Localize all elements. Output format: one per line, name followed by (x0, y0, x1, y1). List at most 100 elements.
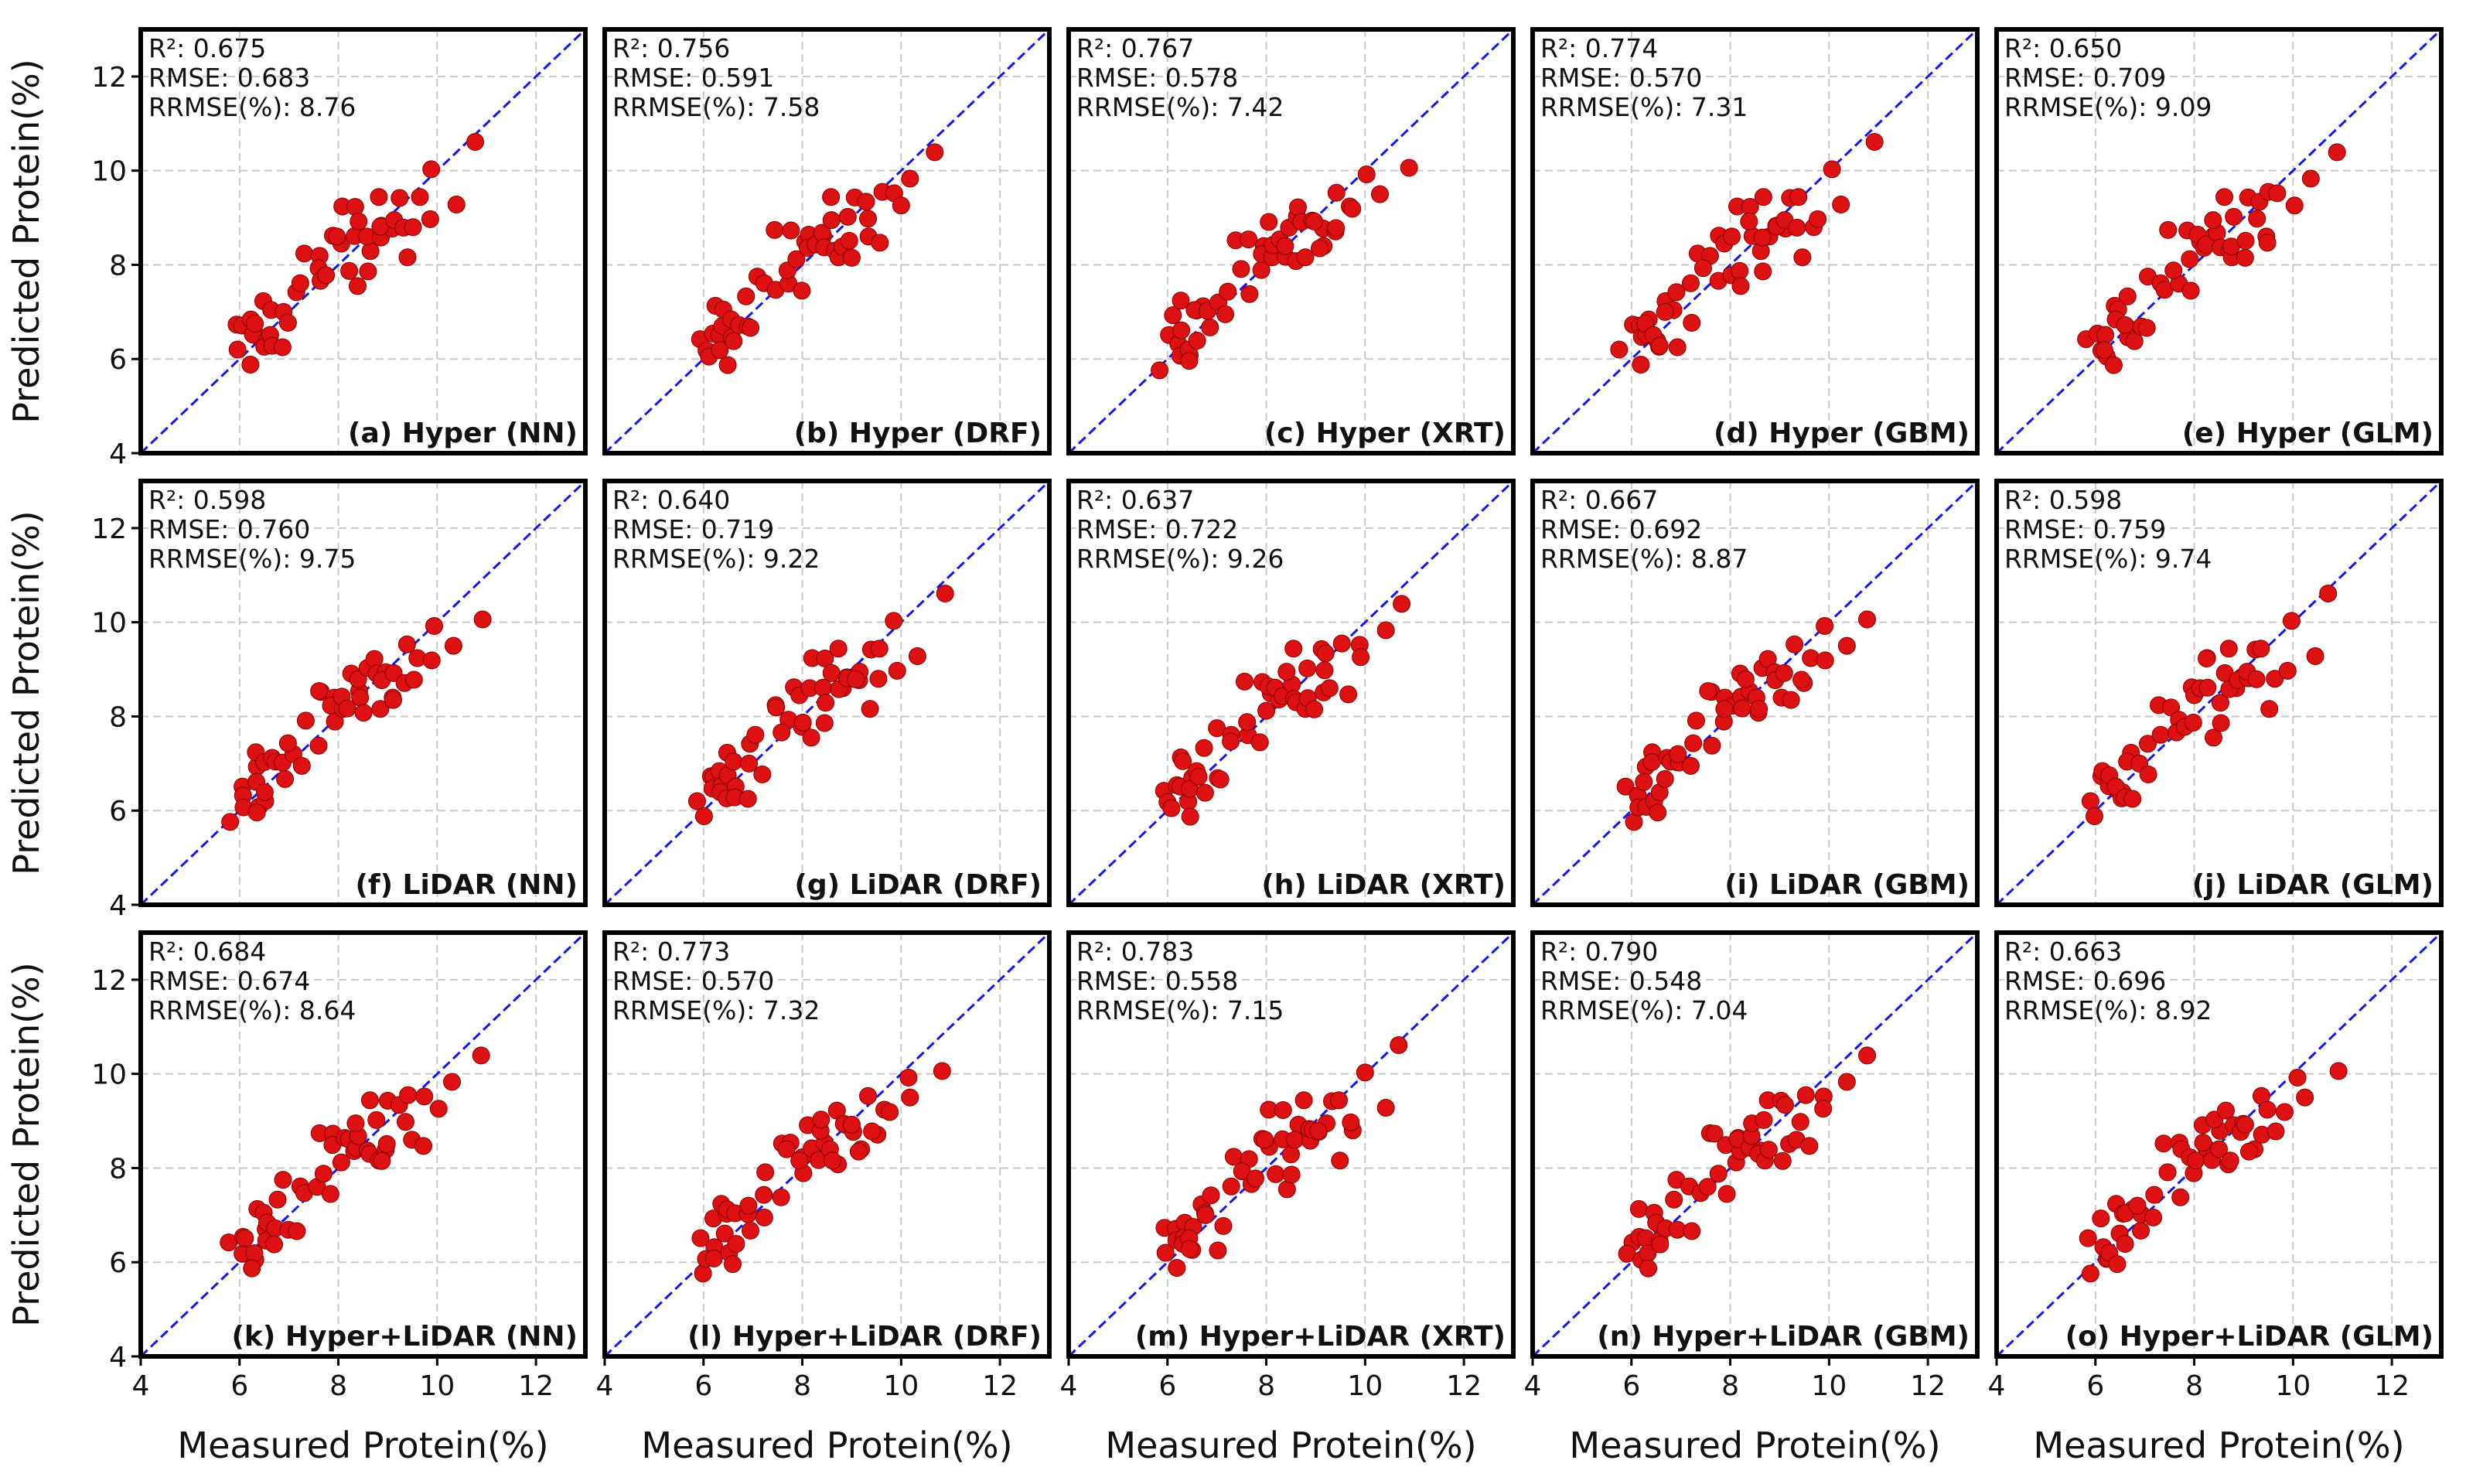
data-point (2128, 1196, 2147, 1215)
data-point (822, 664, 841, 682)
data-point (422, 160, 441, 179)
data-point (317, 266, 336, 285)
data-point (1791, 1113, 1809, 1131)
data-point (1180, 352, 1199, 370)
data-point (840, 231, 858, 250)
y-axis-label: Predicted Protein(%) (5, 510, 47, 875)
data-point (288, 1222, 306, 1240)
data-point (773, 723, 791, 742)
data-point (1635, 773, 1653, 791)
data-point (715, 1224, 734, 1243)
data-point (1705, 1124, 1724, 1143)
data-point (2204, 211, 2222, 230)
stat-rrmse: RRMSE(%): 7.04 (1540, 995, 1748, 1025)
data-point (1731, 277, 1750, 295)
data-point (2139, 735, 2157, 753)
data-point (2158, 1163, 2177, 1182)
data-point (739, 1196, 758, 1215)
data-point (397, 635, 416, 653)
data-point (1352, 648, 1370, 667)
x-tick-label: 4 (132, 1370, 150, 1402)
stat-rrmse: RRMSE(%): 9.26 (1076, 544, 1284, 574)
data-point (291, 274, 309, 292)
data-point (871, 234, 889, 252)
data-point (1750, 700, 1768, 718)
stat-r2: R²: 0.667 (1540, 485, 1658, 515)
data-point (360, 1091, 379, 1110)
data-point (741, 319, 759, 337)
data-point (1642, 753, 1661, 772)
data-point (247, 803, 266, 822)
x-axis-label: Measured Protein(%) (2033, 1424, 2404, 1466)
stat-rrmse: RRMSE(%): 7.15 (1076, 995, 1284, 1025)
y-axis-label: Predicted Protein(%) (5, 59, 47, 423)
panel-label: (g) LiDAR (DRF) (794, 869, 1042, 901)
stat-r2: R²: 0.773 (612, 936, 730, 967)
data-point (1782, 691, 1800, 709)
data-point (1649, 803, 1667, 822)
data-point (473, 610, 492, 629)
y-tick-label: 4 (109, 438, 127, 470)
data-point (1809, 210, 1827, 228)
data-point (815, 714, 834, 732)
data-point (2210, 1140, 2228, 1158)
data-point (842, 248, 861, 267)
stat-rmse: RMSE: 0.591 (612, 63, 774, 93)
data-point (1837, 1073, 1856, 1091)
data-point (1195, 739, 1213, 757)
data-point (1320, 679, 1339, 698)
data-point (314, 1165, 333, 1183)
data-point (766, 220, 784, 239)
data-point (812, 1110, 831, 1129)
data-point (2275, 1103, 2294, 1121)
data-point (859, 210, 878, 228)
data-point (246, 315, 264, 333)
data-point (398, 248, 417, 267)
data-point (2306, 647, 2324, 666)
panel-frame (1994, 27, 2444, 455)
data-point (295, 244, 313, 263)
data-point (885, 612, 903, 630)
stat-rmse: RMSE: 0.759 (2004, 514, 2166, 544)
data-point (1740, 212, 1758, 230)
axis-labels: Predicted Protein(%) Predicted Protein(%)… (5, 59, 2405, 1466)
stat-r2: R²: 0.675 (148, 33, 266, 63)
data-point (908, 647, 926, 666)
data-point (822, 211, 841, 230)
data-point (1400, 159, 1418, 177)
data-point (2236, 231, 2255, 250)
data-point (415, 1087, 434, 1106)
x-tick-label: 12 (518, 1370, 554, 1402)
data-point (933, 1062, 951, 1080)
data-point (2144, 1208, 2163, 1226)
data-point (276, 769, 295, 788)
data-point (391, 189, 409, 207)
panel-label: (e) Hyper (GLM) (2182, 418, 2434, 449)
data-point (1753, 228, 1772, 247)
x-tick-label: 10 (1811, 1370, 1847, 1402)
stat-rmse: RMSE: 0.683 (148, 63, 310, 93)
data-point (2132, 1221, 2151, 1240)
data-point (2116, 1234, 2134, 1253)
data-point (1371, 185, 1389, 203)
data-point (1201, 318, 1219, 336)
data-point (2296, 1088, 2314, 1107)
data-point (2096, 326, 2115, 344)
stat-r2: R²: 0.790 (1540, 936, 1658, 967)
stat-rmse: RMSE: 0.570 (612, 966, 774, 996)
data-point (414, 1137, 432, 1155)
data-point (348, 277, 367, 295)
panel-label: (n) Hyper+LiDAR (GBM) (1597, 1321, 1970, 1353)
data-point (1172, 292, 1190, 310)
data-point (755, 1185, 773, 1204)
data-point (1356, 1063, 1374, 1082)
data-point (1332, 634, 1351, 653)
data-point (278, 313, 297, 332)
data-point (793, 281, 811, 300)
panel-label: (a) Hyper (NN) (348, 418, 578, 449)
data-point (2301, 169, 2320, 188)
data-point (1837, 636, 1856, 655)
